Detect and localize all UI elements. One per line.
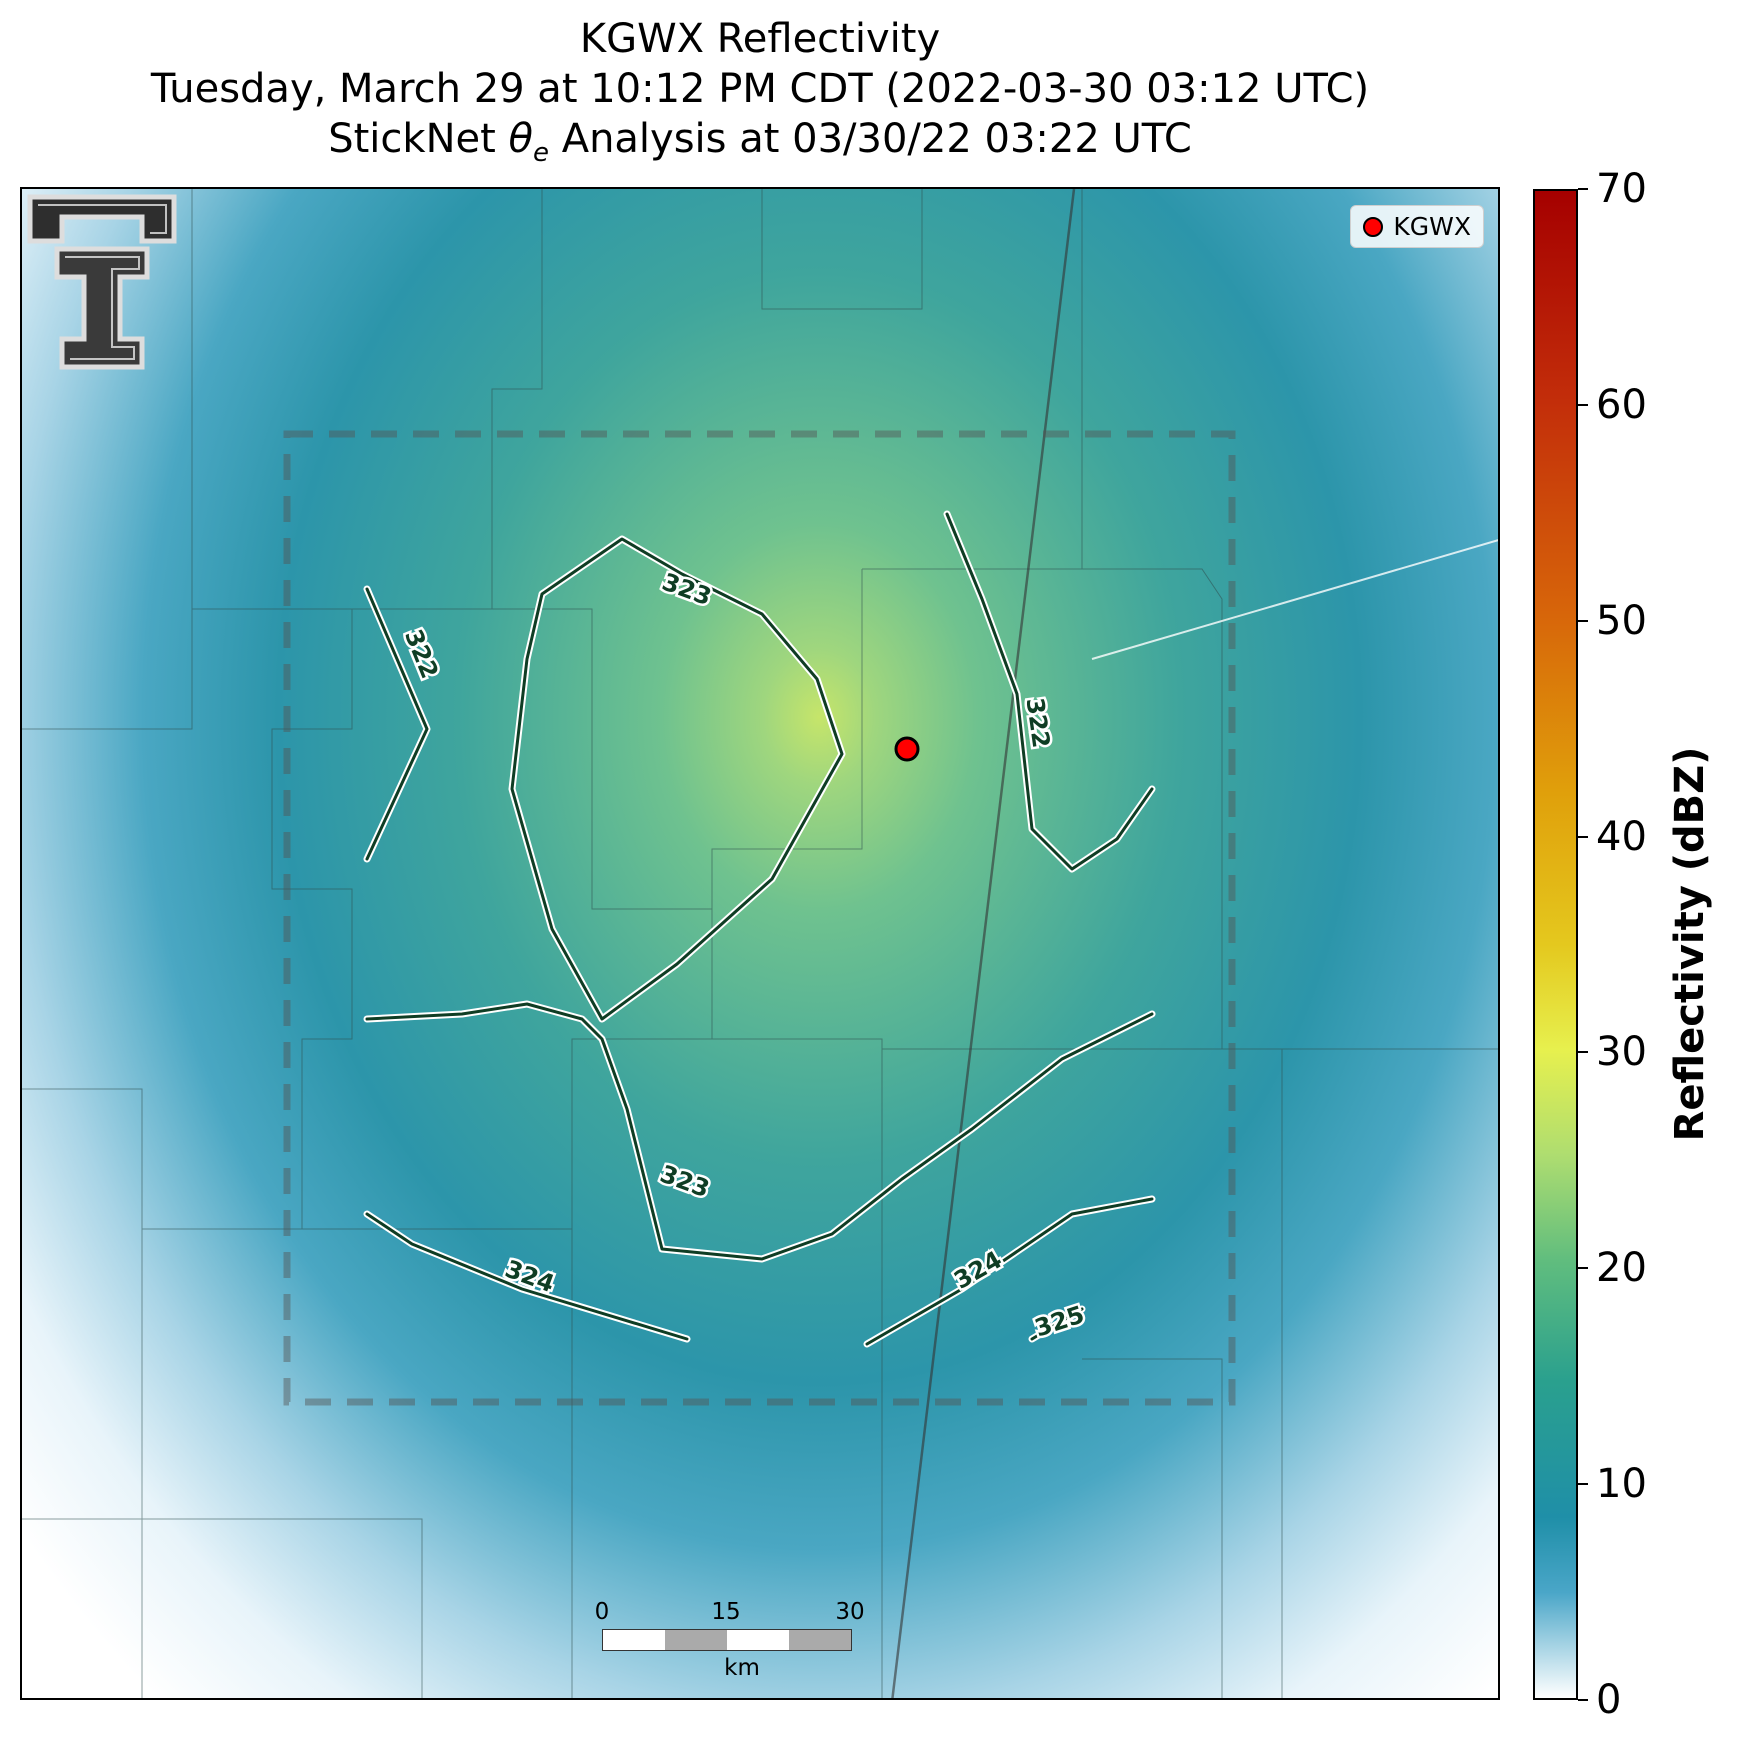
colorbar-tick-mark — [1578, 1051, 1588, 1054]
scale-tick-15: 15 — [711, 1599, 741, 1625]
contour-label: 323 — [656, 1160, 713, 1203]
colorbar-tick: 10 — [1578, 1461, 1647, 1507]
theta-e-contours — [363, 510, 1156, 1348]
scale-tick-0: 0 — [594, 1599, 610, 1625]
analysis-suffix: Analysis at 03/30/22 03:22 UTC — [548, 116, 1192, 162]
map-subtitle-time: Tuesday, March 29 at 10:12 PM CDT (2022-… — [150, 66, 1370, 112]
colorbar-tick-label: 70 — [1596, 166, 1647, 212]
contour-label: 324 — [949, 1245, 1006, 1294]
radar-site-marker — [894, 736, 920, 762]
scale-tick-30: 30 — [835, 1599, 865, 1625]
colorbar-ticks: 0 10 20 30 40 50 60 70 — [1578, 166, 1647, 1723]
colorbar-tick-mark — [1578, 619, 1588, 622]
colorbar-tick-mark — [1578, 1267, 1588, 1270]
contour-label: 325 — [1031, 1300, 1087, 1342]
texas-tech-logo — [27, 194, 177, 370]
legend-label: KGWX — [1393, 212, 1471, 241]
colorbar-tick: 70 — [1578, 166, 1647, 212]
colorbar-tick-mark — [1578, 403, 1588, 406]
colorbar-tick-mark — [1578, 835, 1588, 838]
scale-seg — [665, 1630, 727, 1650]
colorbar-tick: 60 — [1578, 382, 1647, 428]
colorbar-tick-mark — [1578, 188, 1588, 190]
contour-322-east — [945, 512, 1154, 871]
colorbar-tick-label: 20 — [1596, 1245, 1647, 1292]
colorbar-tick: 0 — [1578, 1677, 1621, 1723]
colorbar-tick: 20 — [1578, 1245, 1647, 1291]
legend-marker — [1363, 216, 1384, 237]
colorbar-tick-label: 40 — [1596, 813, 1647, 860]
colorbar-tick: 40 — [1578, 814, 1647, 860]
colorbar-tick-label: 30 — [1596, 1029, 1647, 1076]
colorbar-tick-label: 0 — [1596, 1677, 1622, 1723]
map-legend: KGWX — [1350, 205, 1484, 248]
theta-symbol: θ — [508, 116, 533, 162]
colorbar-tick-mark — [1578, 1483, 1588, 1486]
scale-seg — [727, 1630, 789, 1650]
colorbar-tick-label: 10 — [1596, 1461, 1647, 1508]
contour-label: 323 — [658, 568, 715, 611]
scale-seg — [603, 1630, 665, 1650]
contour-323-south — [365, 1002, 1154, 1261]
colorbar-label: Reflectivity (dBZ) — [1667, 746, 1713, 1142]
county-boundaries — [22, 189, 1498, 1698]
colorbar-tick-label: 60 — [1596, 381, 1647, 428]
colorbar-tick-label: 50 — [1596, 597, 1647, 644]
contour-322-west — [365, 587, 429, 861]
beam-streak — [1091, 539, 1498, 660]
title-block: KGWX Reflectivity Tuesday, March 29 at 1… — [0, 14, 1520, 178]
colorbar-tick-mark — [1578, 1699, 1588, 1701]
scale-bar-segments — [602, 1629, 852, 1651]
state-boundary — [891, 189, 1076, 1698]
theta-subscript: e — [532, 138, 549, 168]
contour-325 — [1030, 1307, 1084, 1341]
map-canvas: 322 322 323 323 324 324 325 — [22, 189, 1498, 1698]
map-title: KGWX Reflectivity — [579, 16, 941, 62]
scale-bar: 0 15 30 km — [595, 1599, 882, 1681]
radar-map[interactable]: 322 322 323 323 324 324 325 KGWX 0 15 30 — [20, 187, 1500, 1700]
colorbar-tick: 30 — [1578, 1029, 1647, 1075]
analysis-prefix: StickNet — [328, 116, 509, 162]
contour-324-east — [865, 1197, 1154, 1346]
colorbar-tick: 50 — [1578, 598, 1647, 644]
contour-323-loop — [510, 537, 844, 1021]
contour-324-west — [365, 1212, 689, 1341]
analysis-domain-box — [283, 430, 1236, 1406]
scale-unit: km — [724, 1655, 760, 1681]
colorbar — [1533, 189, 1578, 1700]
scale-seg — [789, 1630, 851, 1650]
map-subtitle-analysis: StickNet θe Analysis at 03/30/22 03:22 U… — [0, 114, 1520, 178]
